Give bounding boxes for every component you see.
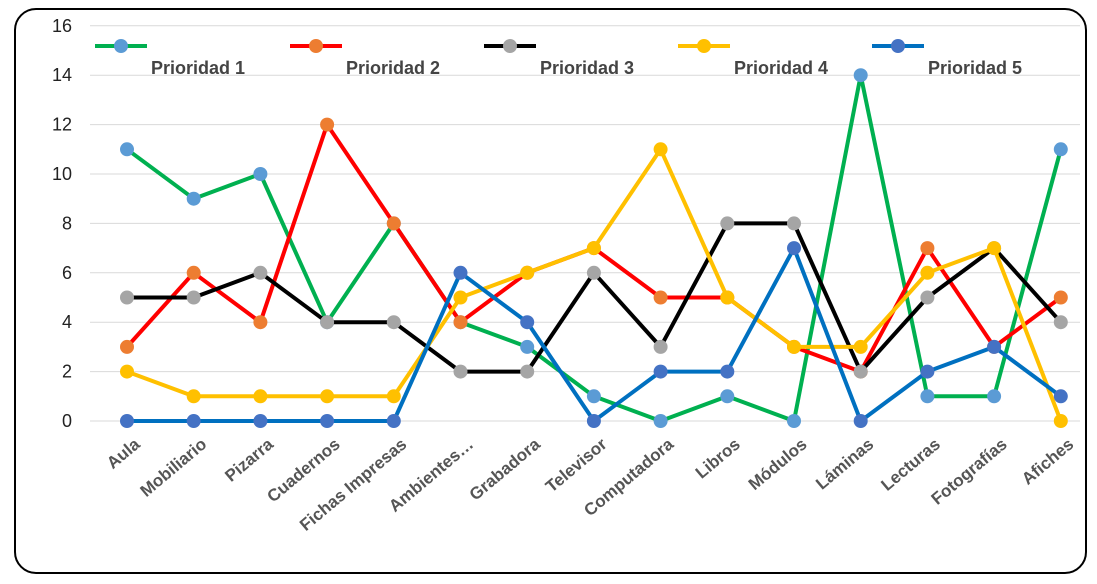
legend-label: Prioridad 3 xyxy=(540,58,634,78)
data-point xyxy=(520,265,535,280)
data-point xyxy=(853,339,868,354)
data-point xyxy=(1053,389,1068,404)
x-tick-label: Grabadora xyxy=(466,434,544,504)
y-tick-label: 0 xyxy=(62,411,72,431)
x-tick-label: Aula xyxy=(103,434,144,473)
x-tick-label: Afiches xyxy=(1018,435,1077,489)
y-tick-label: 4 xyxy=(62,312,72,332)
data-point xyxy=(253,315,268,330)
data-point xyxy=(253,389,268,404)
data-point xyxy=(386,414,401,428)
data-point xyxy=(520,364,535,379)
data-point xyxy=(586,389,601,404)
data-point xyxy=(253,414,268,428)
data-point xyxy=(653,339,668,354)
data-point xyxy=(720,290,735,305)
data-point xyxy=(453,315,468,330)
data-point xyxy=(120,290,134,305)
data-point xyxy=(987,241,1002,256)
data-point xyxy=(453,265,468,280)
data-point xyxy=(853,68,868,83)
data-point xyxy=(720,216,735,231)
data-point xyxy=(853,364,868,379)
data-point xyxy=(1053,315,1068,330)
x-tick-label: Mobiliario xyxy=(137,435,211,501)
data-point xyxy=(120,414,134,428)
data-point xyxy=(586,241,601,256)
y-tick-label: 10 xyxy=(52,164,72,184)
data-point xyxy=(1053,414,1068,428)
data-point xyxy=(320,315,335,330)
data-point xyxy=(787,339,801,354)
data-point xyxy=(787,414,801,428)
data-point xyxy=(120,142,134,157)
data-point xyxy=(853,414,868,428)
data-point xyxy=(787,241,801,256)
data-point xyxy=(653,142,668,157)
data-point xyxy=(120,339,134,354)
data-point xyxy=(987,389,1002,404)
legend-marker xyxy=(503,39,517,53)
legend-marker xyxy=(309,39,323,53)
data-point xyxy=(453,290,468,305)
data-point xyxy=(920,389,935,404)
legend-marker xyxy=(891,39,905,53)
data-point xyxy=(186,191,201,206)
data-point xyxy=(520,315,535,330)
data-point xyxy=(186,265,201,280)
legend-marker xyxy=(697,39,711,53)
legend-marker xyxy=(114,39,128,53)
data-point xyxy=(653,364,668,379)
x-tick-label: Televisor xyxy=(542,434,611,496)
x-tick-label: Pizarra xyxy=(221,434,277,485)
x-tick-label: Módulos xyxy=(745,435,811,494)
data-point xyxy=(253,265,268,280)
legend-label: Prioridad 4 xyxy=(734,58,828,78)
data-point xyxy=(720,364,735,379)
x-tick-label: Láminas xyxy=(812,435,877,494)
y-tick-label: 16 xyxy=(52,16,72,36)
data-point xyxy=(453,364,468,379)
data-point xyxy=(386,315,401,330)
data-point xyxy=(1053,290,1068,305)
data-point xyxy=(320,389,335,404)
legend-label: Prioridad 2 xyxy=(346,58,440,78)
data-point xyxy=(920,290,935,305)
legend-label: Prioridad 5 xyxy=(928,58,1022,78)
y-tick-label: 2 xyxy=(62,362,72,382)
data-point xyxy=(720,389,735,404)
data-point xyxy=(920,265,935,280)
data-point xyxy=(1053,142,1068,157)
data-point xyxy=(520,339,535,354)
data-point xyxy=(920,364,935,379)
data-point xyxy=(320,414,335,428)
data-point xyxy=(987,339,1002,354)
data-point xyxy=(653,290,668,305)
y-tick-label: 14 xyxy=(52,65,72,85)
data-point xyxy=(186,389,201,404)
data-point xyxy=(920,241,935,256)
y-tick-label: 8 xyxy=(62,213,72,233)
y-tick-label: 6 xyxy=(62,263,72,283)
data-point xyxy=(253,167,268,181)
data-point xyxy=(586,265,601,280)
data-point xyxy=(186,290,201,305)
data-point xyxy=(386,216,401,231)
data-point xyxy=(320,117,335,132)
data-point xyxy=(653,414,668,428)
x-tick-label: Libros xyxy=(692,435,744,483)
y-tick-label: 12 xyxy=(52,115,72,135)
legend-label: Prioridad 1 xyxy=(151,58,245,78)
x-tick-label: Lecturas xyxy=(877,435,944,495)
data-point xyxy=(787,216,801,231)
data-point xyxy=(386,389,401,404)
data-point xyxy=(186,414,201,428)
data-point xyxy=(586,414,601,428)
data-point xyxy=(120,364,134,379)
